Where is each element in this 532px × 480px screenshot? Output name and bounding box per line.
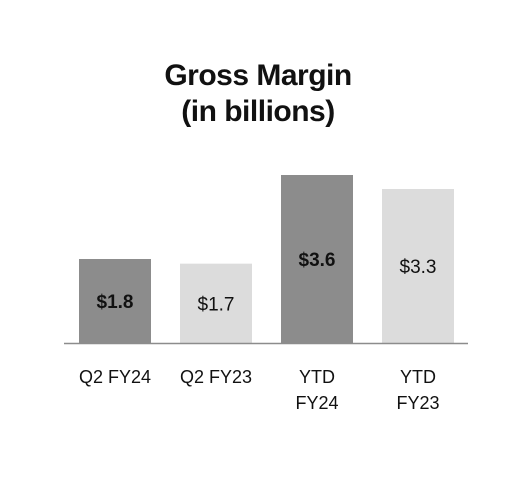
data-label-1: $1.8 — [97, 292, 134, 313]
bar-2 — [180, 263, 252, 343]
x-tick-label-4-line-2: FY23 — [396, 393, 439, 413]
x-tick-label-4-line-1: YTD — [400, 367, 436, 387]
data-label-3: $3.6 — [299, 250, 336, 271]
data-label-4: $3.3 — [400, 257, 437, 278]
chart-title-main: Gross Margin — [164, 59, 352, 92]
x-tick-label-2: Q2 FY23 — [180, 367, 252, 387]
x-tick-label-3-line-2: FY24 — [295, 393, 338, 413]
bar-4 — [382, 189, 454, 343]
x-tick-label-1: Q2 FY24 — [79, 367, 151, 387]
chart-subtitle: (in billions) — [181, 95, 335, 128]
bar-3 — [281, 175, 353, 343]
bar-1 — [79, 259, 151, 343]
data-label-2: $1.7 — [198, 294, 235, 315]
x-tick-label-3-line-1: YTD — [299, 367, 335, 387]
chart-title: Gross Margin (in billions) — [0, 58, 516, 130]
